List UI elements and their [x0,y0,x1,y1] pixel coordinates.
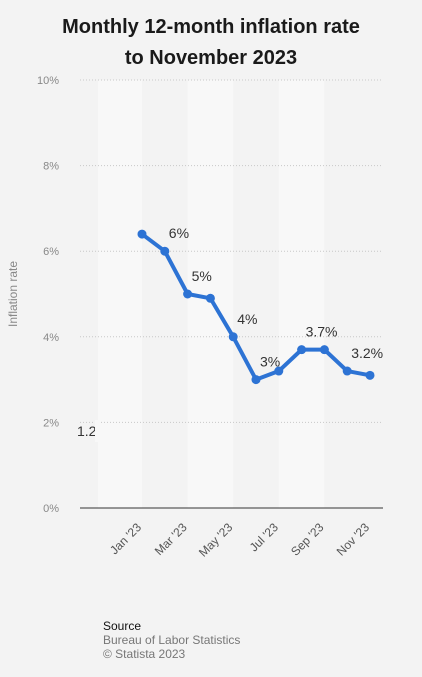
column-band [233,80,279,508]
data-point[interactable] [274,366,284,376]
column-band [98,80,142,508]
data-point[interactable] [205,293,215,303]
data-point[interactable] [319,345,329,355]
label-clip [95,420,101,442]
y-axis: 0% 2% 4% 6% 8% 10% [37,75,59,515]
column-band [142,80,188,508]
source-name: Bureau of Labor Statistics [103,633,241,647]
data-label: 5% [192,268,212,284]
data-point[interactable] [183,289,193,299]
data-point[interactable] [365,370,375,380]
data-labels: 6% 5% 4% 3% 3.7% 3.2% 1.2 [77,225,383,442]
source-block: Source Bureau of Labor Statistics © Stat… [103,619,240,661]
data-label: 3.2% [351,345,383,361]
copyright-text: © Statista 2023 [103,647,186,661]
y-tick-label: 2% [43,417,59,429]
x-tick-label: Jul '23 [247,520,281,554]
y-tick-label: 6% [43,246,59,258]
series-line-group [137,229,375,385]
x-tick-label: Nov '23 [334,520,373,559]
chart-title-line-1: Monthly 12-month inflation rate [62,16,360,38]
y-tick-label: 4% [43,332,59,344]
x-tick-label: Sep '23 [288,520,327,559]
y-tick-label: 10% [37,75,59,87]
column-bands [98,80,370,508]
x-axis: Jan '23 Mar '23 May '23 Jul '23 Sep '23 Nov '… [107,520,372,560]
column-band [278,80,325,508]
data-label: 3% [260,354,280,370]
partial-data-label: 1.2 [77,423,97,439]
data-point[interactable] [228,332,238,342]
x-tick-label: Mar '23 [152,520,190,558]
y-tick-label: 8% [43,161,59,173]
y-tick-label: 0% [43,503,59,515]
x-tick-label: Jan '23 [107,520,144,557]
data-label: 6% [169,225,189,241]
data-point[interactable] [160,246,170,256]
chart-title-line-2: to November 2023 [124,47,298,69]
column-band [324,80,370,508]
y-axis-title: Inflation rate [6,261,20,327]
grid-lines [80,79,383,509]
data-point[interactable] [251,375,261,385]
data-point[interactable] [297,345,307,355]
chart-title: Monthly 12-month inflation rate to Novem… [0,12,422,74]
data-label: 3.7% [306,324,338,340]
data-point[interactable] [137,229,147,239]
source-title: Source [103,619,142,633]
data-label: 4% [237,311,257,327]
data-point[interactable] [342,366,352,376]
x-tick-label: May '23 [196,520,236,560]
